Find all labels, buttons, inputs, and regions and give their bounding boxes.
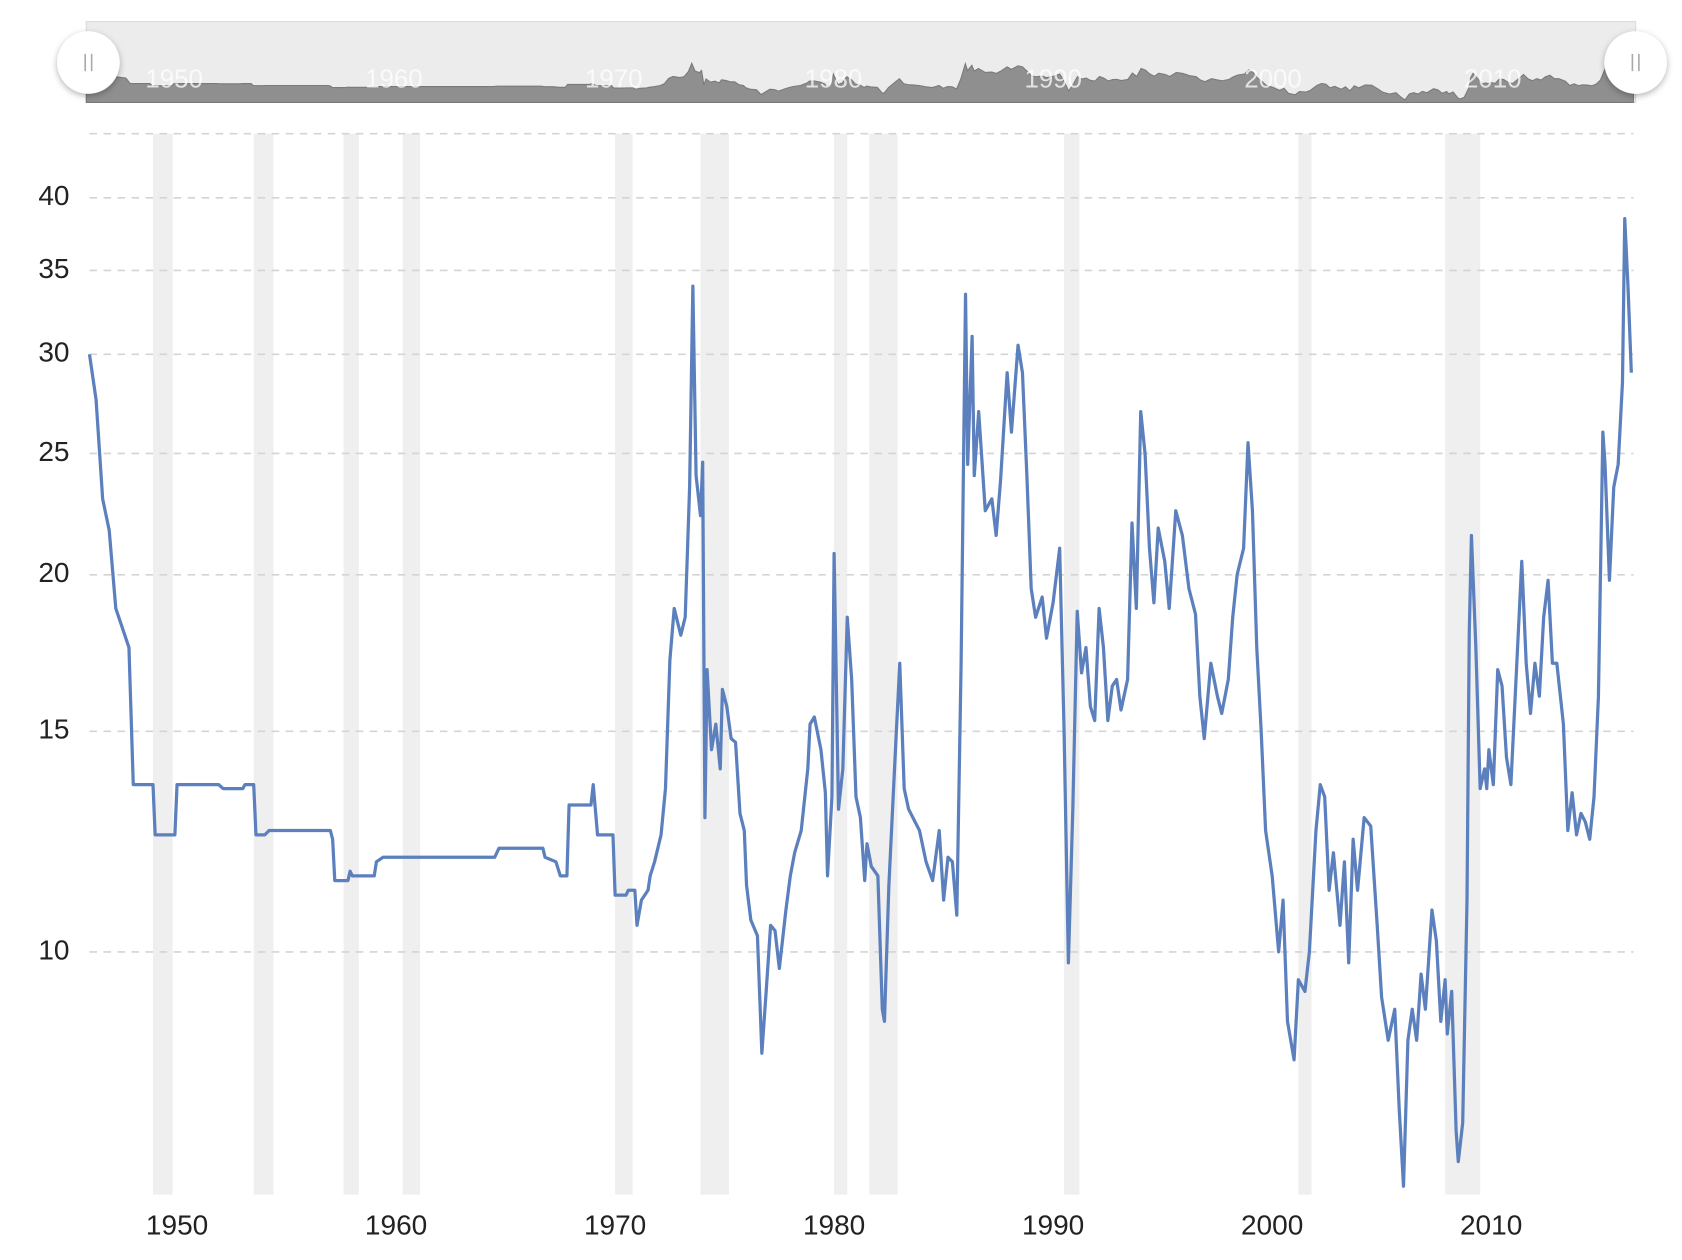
navigator-label: 1970 xyxy=(585,66,643,94)
y-tick-label: 30 xyxy=(38,337,69,368)
plot: 10 15 20 25 30 35 40 1950 1960 1970 1980 1990 2000 20… xyxy=(38,180,1633,1240)
x-tick-label: 2000 xyxy=(1241,1209,1303,1240)
navigator-label: 2010 xyxy=(1464,66,1522,94)
navigator-handle-right[interactable] xyxy=(1604,31,1667,94)
series-line xyxy=(87,216,1633,1188)
shaded-period xyxy=(869,133,898,1195)
shaded-period xyxy=(402,133,421,1195)
y-tick-label: 15 xyxy=(38,714,69,745)
navigator: 1950 1960 1970 1980 1990 2000 2010 xyxy=(85,59,1635,103)
navigator-label: 1990 xyxy=(1024,66,1082,94)
handle[interactable] xyxy=(1604,31,1667,94)
navigator-area xyxy=(85,59,1635,103)
shaded-period xyxy=(834,133,848,1195)
shaded-period xyxy=(615,133,633,1195)
shaded-period xyxy=(343,133,359,1195)
x-tick-label: 1970 xyxy=(584,1209,646,1240)
x-tick-label: 1950 xyxy=(146,1209,208,1240)
shaded-period xyxy=(1298,133,1312,1195)
shaded-period xyxy=(253,133,274,1195)
x-tick-label: 1990 xyxy=(1022,1209,1084,1240)
shaded-period xyxy=(153,133,173,1195)
navigator-label: 1950 xyxy=(145,66,203,94)
y-tick-label: 10 xyxy=(38,934,69,965)
y-tick-label: 25 xyxy=(38,436,69,467)
navigator-label: 2000 xyxy=(1244,66,1302,94)
y-tick-label: 20 xyxy=(38,557,69,588)
y-tick-label: 35 xyxy=(38,253,69,284)
x-tick-label: 1980 xyxy=(803,1209,865,1240)
grid xyxy=(89,196,1634,953)
navigator-label: 1980 xyxy=(805,66,863,94)
shaded-periods xyxy=(153,133,1481,1195)
handle[interactable] xyxy=(57,31,120,94)
navigator-label: 1960 xyxy=(365,66,423,94)
navigator-handle-left[interactable] xyxy=(57,31,120,94)
x-tick-label: 1960 xyxy=(365,1209,427,1240)
x-tick-label: 2010 xyxy=(1460,1209,1522,1240)
y-tick-label: 40 xyxy=(38,180,69,211)
